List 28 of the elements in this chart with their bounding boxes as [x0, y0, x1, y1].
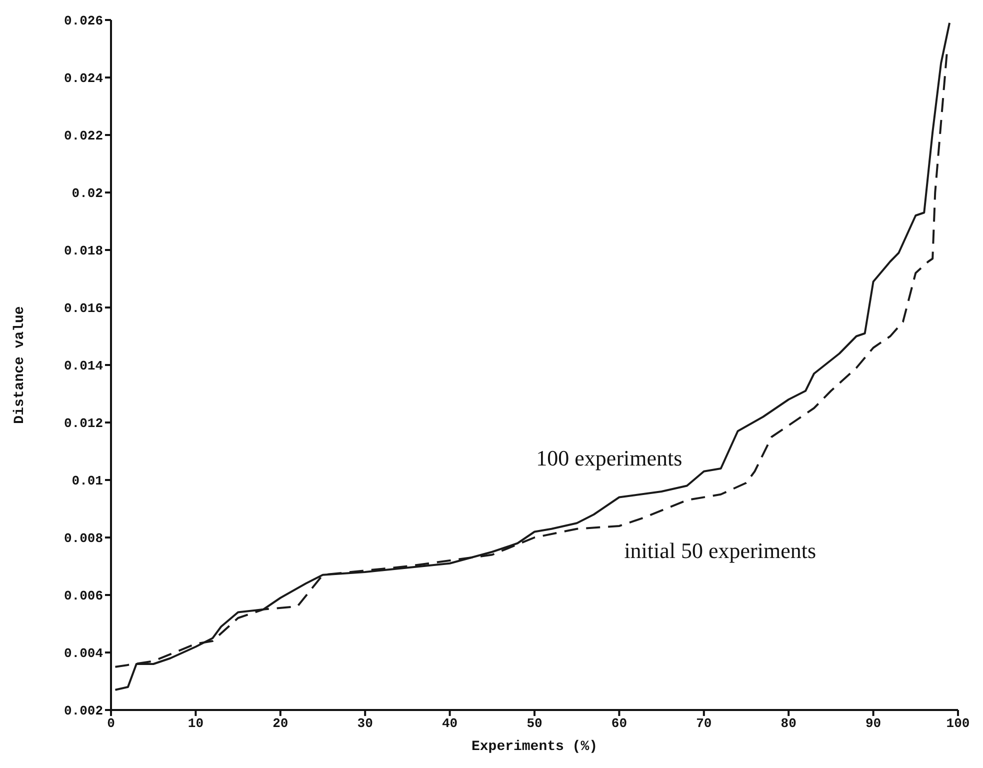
series-label: initial 50 experiments [624, 538, 816, 563]
y-tick-label: 0.01 [72, 474, 104, 489]
y-tick-label: 0.024 [64, 71, 104, 86]
x-tick-label: 30 [357, 716, 374, 732]
y-tick-label: 0.006 [64, 588, 104, 604]
x-tick-label: 40 [442, 716, 458, 732]
x-tick-label: 60 [611, 716, 628, 732]
y-tick-label: 0.002 [64, 704, 104, 719]
x-tick-label: 100 [946, 716, 970, 732]
x-tick-label: 10 [188, 716, 204, 732]
y-tick-label: 0.016 [64, 301, 104, 316]
series-label: 100 experiments [536, 445, 682, 470]
x-tick-label: 20 [272, 716, 288, 732]
y-tick-label: 0.026 [64, 14, 104, 29]
y-axis-title: Distance value [12, 306, 28, 424]
x-tick-label: 70 [696, 716, 712, 732]
y-tick-label: 0.012 [64, 416, 104, 432]
x-tick-label: 80 [780, 716, 797, 732]
x-tick-label: 0 [107, 716, 116, 732]
x-tick-label: 90 [865, 716, 882, 732]
y-tick-label: 0.004 [64, 646, 104, 662]
x-tick-label: 50 [526, 716, 542, 732]
y-tick-label: 0.022 [64, 128, 104, 144]
y-tick-label: 0.014 [64, 358, 104, 374]
x-axis-title: Experiments (%) [471, 739, 598, 755]
y-tick-label: 0.02 [72, 186, 104, 202]
y-tick-label: 0.018 [64, 244, 104, 259]
y-tick-label: 0.008 [64, 531, 104, 546]
